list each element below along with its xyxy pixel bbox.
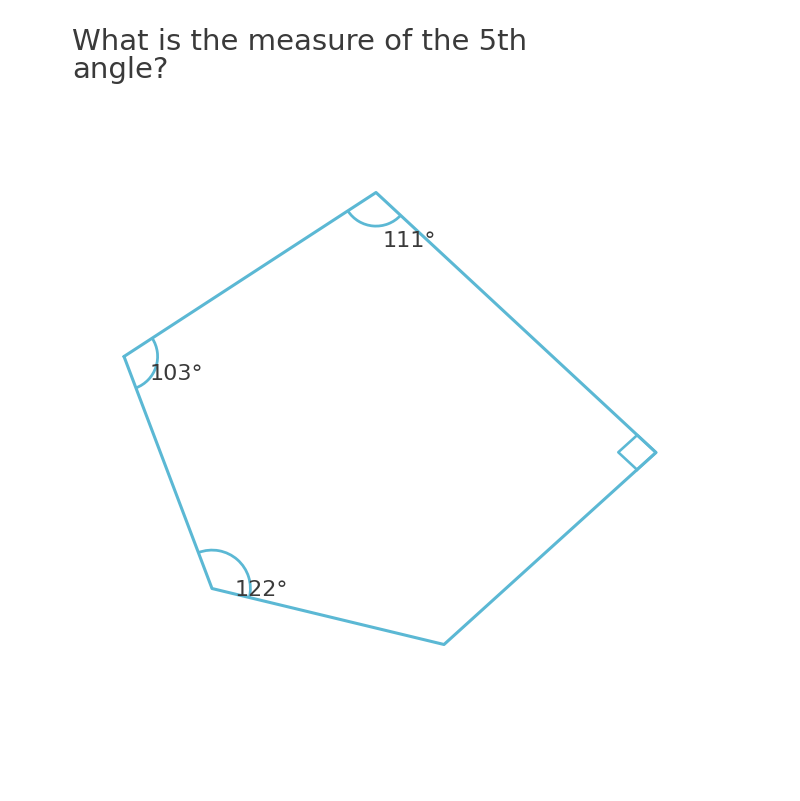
- Text: 122°: 122°: [234, 581, 288, 601]
- Text: What is the measure of the 5th: What is the measure of the 5th: [72, 29, 527, 57]
- Text: 103°: 103°: [150, 364, 203, 384]
- Text: 111°: 111°: [382, 231, 436, 251]
- Text: angle?: angle?: [72, 57, 168, 84]
